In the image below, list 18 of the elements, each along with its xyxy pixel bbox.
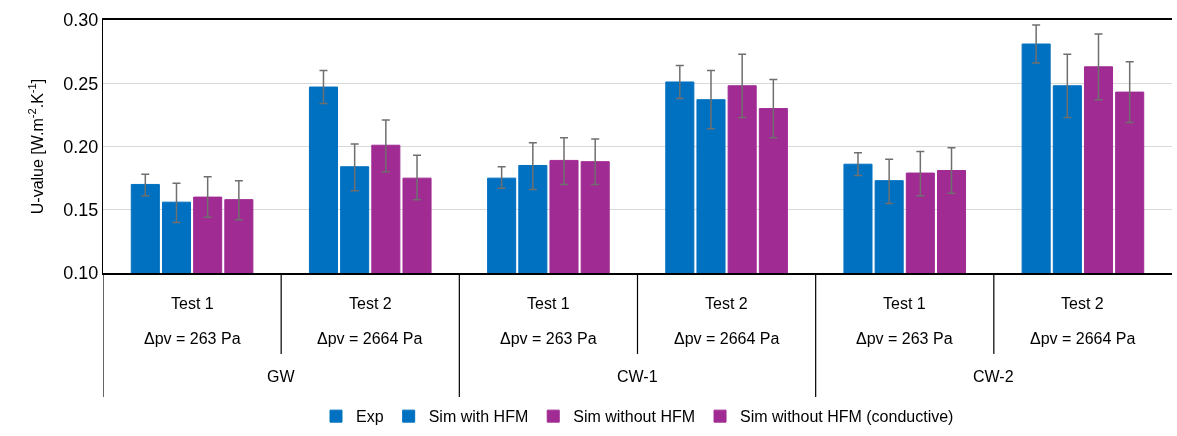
text: GW xyxy=(267,368,296,385)
text: CW-1 xyxy=(617,368,658,385)
legend-label: Sim with HFM xyxy=(428,408,529,426)
x-tick-label: Test 1 Δpv = 263 Pa xyxy=(144,295,241,347)
y-tick-label: 0.10 xyxy=(63,263,99,284)
y-tick-label: 0.30 xyxy=(63,10,99,31)
y-tick-label: 0.20 xyxy=(63,136,99,157)
y-tick-label: 0.15 xyxy=(63,200,99,221)
x-tick-label: Test 2 Δpv = 2664 Pa xyxy=(674,295,780,347)
legend-label: Sim without HFM (conductive) xyxy=(740,408,954,426)
x-tick-label: Test 2 Δpv = 2664 Pa xyxy=(317,295,423,347)
legend-label: Sim without HFM xyxy=(573,408,696,426)
x-tick-label: Test 1 Δpv = 263 Pa xyxy=(500,295,597,347)
x-tick-label: Test 1 Δpv = 263 Pa xyxy=(856,295,953,347)
y-tick-label: 0.25 xyxy=(63,73,99,94)
text: CW-2 xyxy=(973,368,1014,385)
x-tick-label: Test 2 Δpv = 2664 Pa xyxy=(1030,295,1136,347)
legend-label: Exp xyxy=(356,408,384,426)
